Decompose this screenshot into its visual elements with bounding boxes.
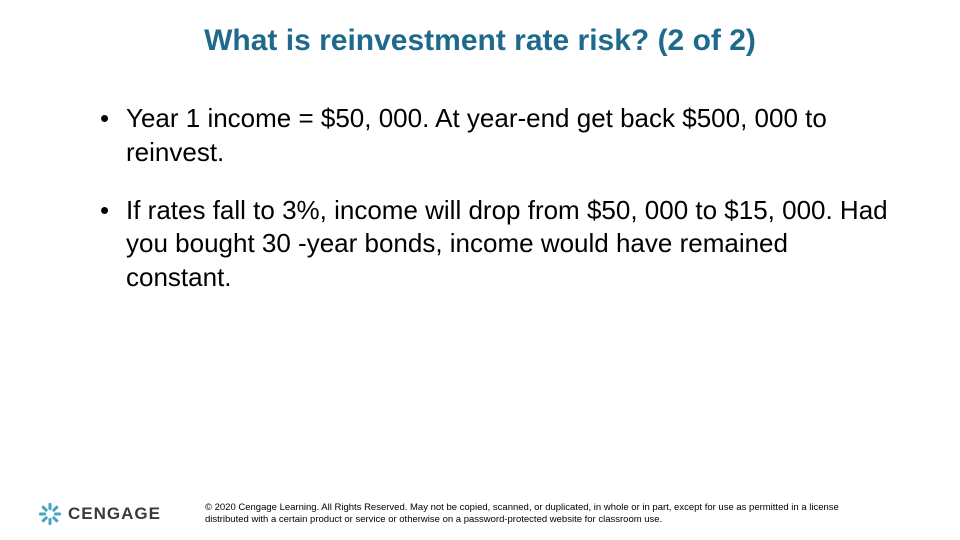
bullet-list: Year 1 income = $50, 000. At year-end ge… — [60, 102, 900, 295]
copyright-text: © 2020 Cengage Learning. All Rights Rese… — [205, 502, 845, 526]
logo: CENGAGE — [38, 502, 161, 526]
footer: CENGAGE © 2020 Cengage Learning. All Rig… — [38, 502, 900, 526]
list-item: Year 1 income = $50, 000. At year-end ge… — [100, 102, 900, 170]
slide: What is reinvestment rate risk? (2 of 2)… — [0, 0, 960, 540]
brand-text: CENGAGE — [68, 504, 161, 524]
asterisk-icon — [38, 502, 62, 526]
list-item: If rates fall to 3%, income will drop fr… — [100, 194, 900, 295]
slide-title: What is reinvestment rate risk? (2 of 2) — [60, 24, 900, 58]
